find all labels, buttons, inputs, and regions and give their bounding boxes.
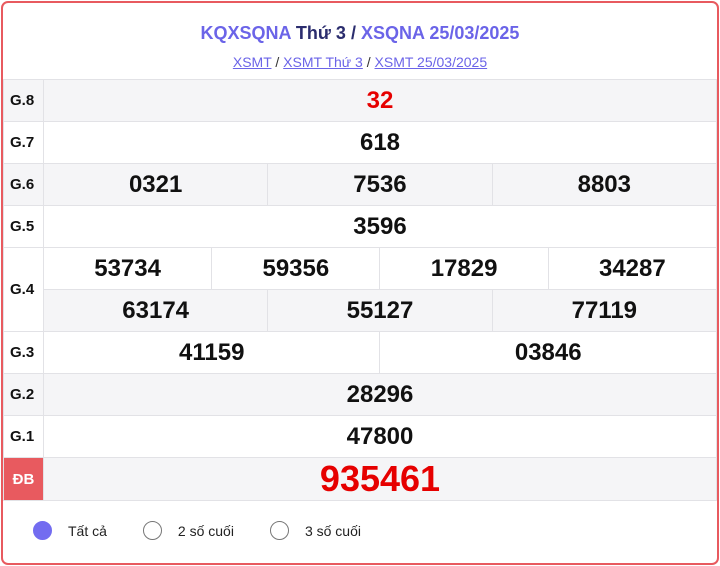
special-prize-number: 935461 bbox=[43, 457, 717, 501]
breadcrumb-xsmt-day[interactable]: XSMT Thứ 3 bbox=[283, 54, 363, 70]
prize-label: G.8 bbox=[3, 79, 44, 122]
row-g1: G.1 47800 bbox=[3, 415, 717, 458]
prize-label: G.2 bbox=[3, 373, 44, 416]
filter-label: 3 số cuối bbox=[304, 522, 361, 539]
special-prize-label: ĐB bbox=[3, 457, 44, 501]
filter-last-2[interactable]: 2 số cuối bbox=[142, 521, 234, 540]
row-g2: G.2 28296 bbox=[3, 373, 717, 416]
filter-label: Tất cả bbox=[68, 522, 107, 539]
prize-number: 53734 bbox=[42, 247, 213, 290]
row-g6: G.6 0321 7536 8803 bbox=[3, 163, 717, 206]
radio-selected-icon[interactable] bbox=[33, 521, 52, 540]
prize-number: 17829 bbox=[379, 247, 549, 290]
prize-label: G.1 bbox=[3, 415, 44, 458]
prize-number: 28296 bbox=[43, 373, 717, 416]
row-g3: G.3 41159 03846 bbox=[3, 331, 717, 374]
breadcrumb-xsmt[interactable]: XSMT bbox=[232, 54, 272, 70]
filter-label: 2 số cuối bbox=[177, 522, 234, 539]
results-table: G.8 32 G.7 618 G.6 0321 7536 8803 G.5 3596 G.4… bbox=[3, 79, 717, 501]
prize-number: 0321 bbox=[42, 163, 269, 206]
prize-number: 59356 bbox=[211, 247, 381, 290]
breadcrumb-xsmt-date[interactable]: XSMT 25/03/2025 bbox=[374, 54, 488, 70]
prize-label: G.4 bbox=[3, 247, 44, 332]
prize-number: 77119 bbox=[491, 289, 717, 332]
prize-number: 47800 bbox=[43, 415, 717, 458]
prize-number: 8803 bbox=[491, 163, 717, 206]
row-g4a: G.4 53734 59356 17829 34287 bbox=[3, 247, 717, 332]
prize-number: 03846 bbox=[379, 331, 717, 374]
row-g5: G.5 3596 bbox=[3, 205, 717, 248]
title-sep: / bbox=[350, 23, 356, 43]
prize-label: G.3 bbox=[3, 331, 44, 374]
row-g8: G.8 32 bbox=[3, 79, 717, 122]
prize-number: 55127 bbox=[267, 289, 493, 332]
row-g4b: 63174 55127 77119 bbox=[4, 289, 717, 332]
radio-icon[interactable] bbox=[142, 521, 162, 540]
prize-number: 3596 bbox=[43, 205, 717, 248]
digit-filter: Tất cả 2 số cuối 3 số cuối bbox=[33, 521, 397, 540]
prize-number: 618 bbox=[43, 121, 717, 164]
radio-icon[interactable] bbox=[269, 521, 289, 540]
prize-number: 32 bbox=[43, 79, 717, 122]
prize-number: 41159 bbox=[42, 331, 381, 374]
breadcrumb: XSMT / XSMT Thứ 3 / XSMT 25/03/2025 bbox=[232, 54, 488, 70]
prize-label: G.6 bbox=[3, 163, 44, 206]
prize-number: 34287 bbox=[547, 247, 717, 290]
title-province: KQXSQNA bbox=[200, 23, 291, 43]
row-special: ĐB 935461 bbox=[3, 457, 717, 501]
row-g7: G.7 618 bbox=[3, 121, 717, 164]
prize-label: G.5 bbox=[3, 205, 44, 248]
title-date: XSQNA 25/03/2025 bbox=[361, 23, 520, 43]
filter-all[interactable]: Tất cả bbox=[33, 521, 107, 540]
prize-number: 7536 bbox=[267, 163, 493, 206]
filter-last-3[interactable]: 3 số cuối bbox=[269, 521, 361, 540]
page-title: KQXSQNA Thứ 3 / XSQNA 25/03/2025 bbox=[3, 23, 717, 44]
title-day: Thứ 3 bbox=[295, 23, 346, 43]
prize-label: G.7 bbox=[3, 121, 44, 164]
prize-number: 63174 bbox=[42, 289, 269, 332]
